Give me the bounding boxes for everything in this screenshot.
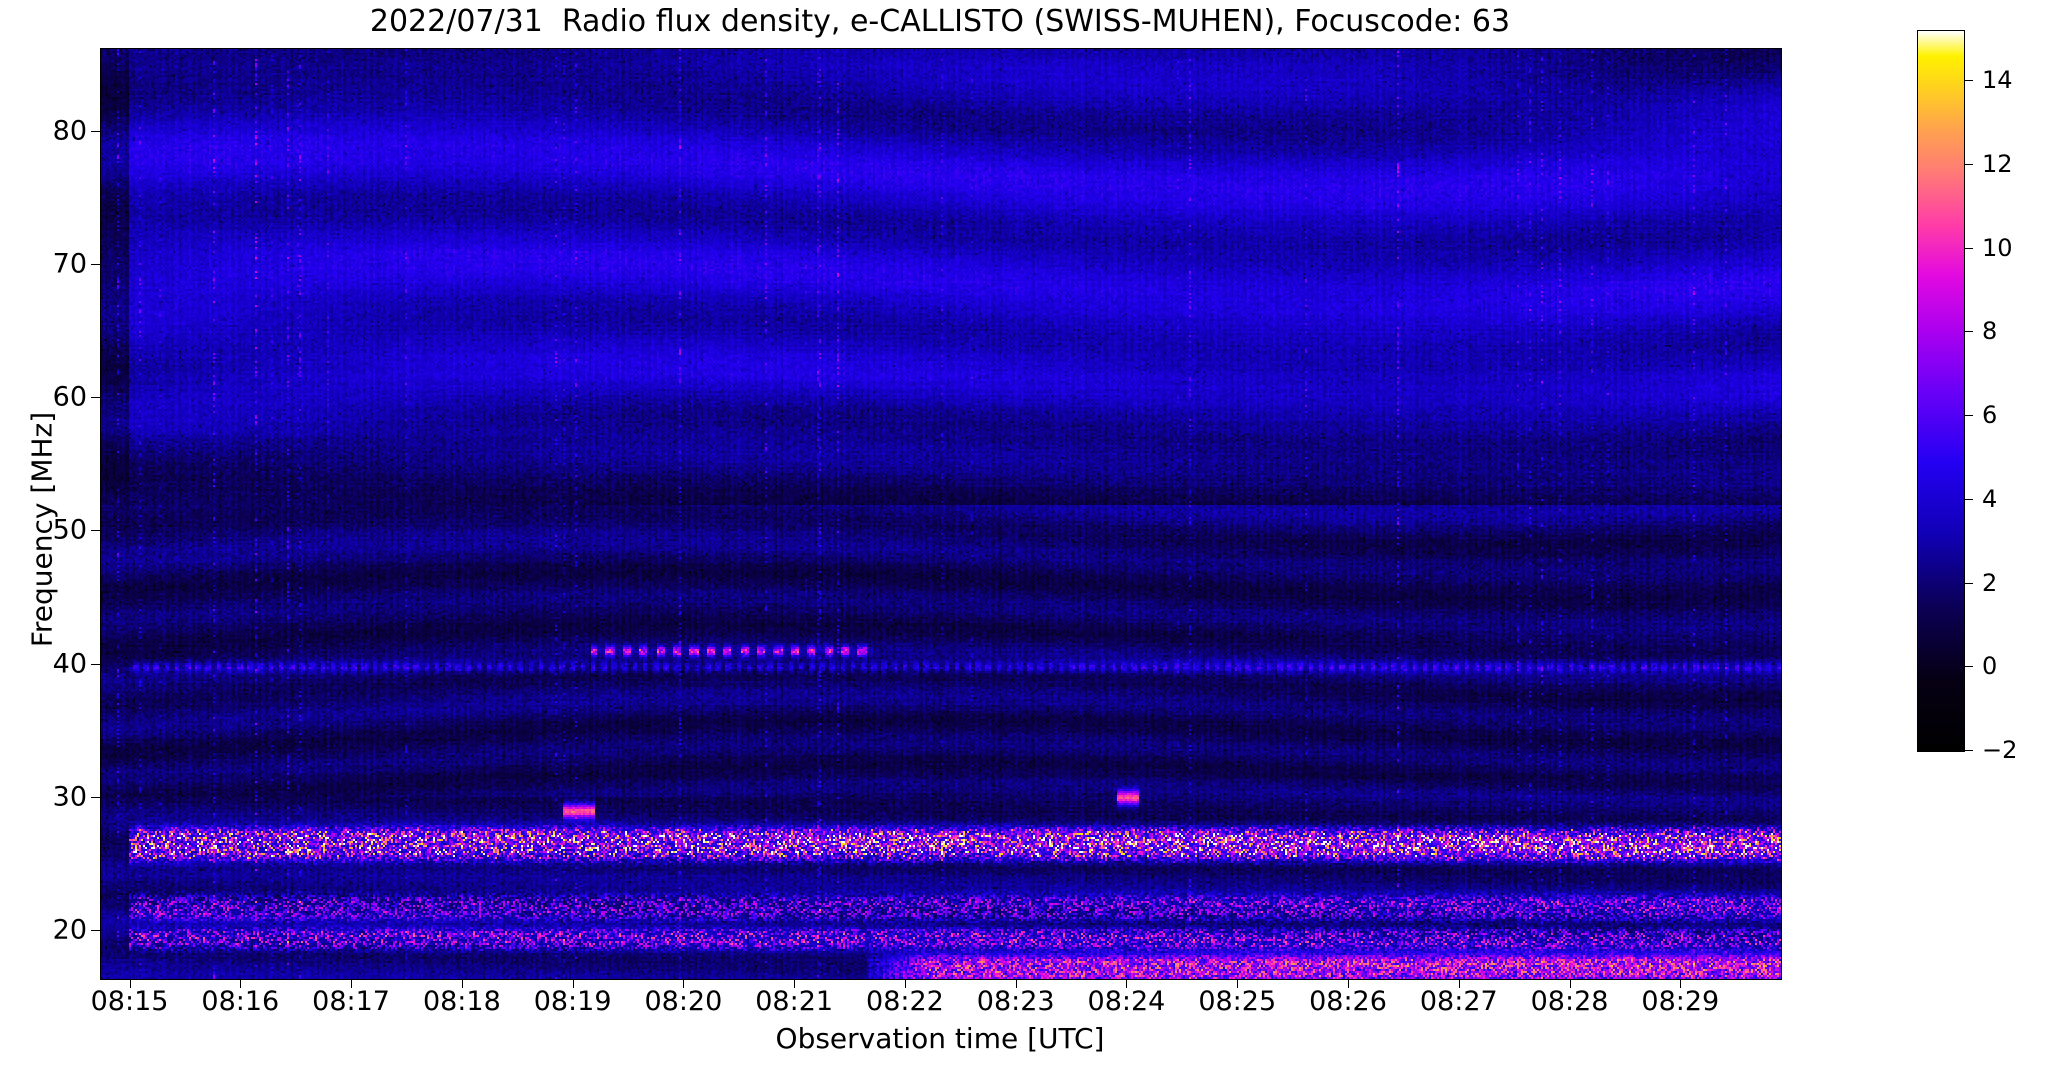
colorbar-tick-mark bbox=[1964, 415, 1973, 416]
x-tick-mark bbox=[573, 979, 574, 988]
y-tick-mark bbox=[91, 397, 100, 398]
y-tick-mark bbox=[91, 797, 100, 798]
colorbar-tick-label: 8 bbox=[1982, 317, 1998, 346]
x-tick-label: 08:26 bbox=[1309, 986, 1387, 1017]
y-tick-mark bbox=[91, 664, 100, 665]
x-tick-label: 08:22 bbox=[866, 986, 944, 1017]
colorbar-gradient bbox=[1918, 31, 1964, 751]
x-tick-label: 08:21 bbox=[755, 986, 834, 1017]
colorbar-tick-mark bbox=[1964, 80, 1973, 81]
x-tick-label: 08:15 bbox=[90, 986, 169, 1017]
y-tick-mark bbox=[91, 930, 100, 931]
colorbar-tick-label: 12 bbox=[1982, 149, 2013, 178]
colorbar-tick-mark bbox=[1964, 583, 1973, 584]
y-tick-mark bbox=[91, 264, 100, 265]
y-tick-label: 40 bbox=[52, 648, 87, 680]
x-tick-label: 08:25 bbox=[1198, 986, 1277, 1017]
colorbar-tick-mark bbox=[1964, 248, 1973, 249]
y-tick-mark bbox=[91, 131, 100, 132]
x-tick-mark bbox=[1459, 979, 1460, 988]
colorbar-tick-label: 2 bbox=[1982, 568, 1998, 597]
colorbar-tick-mark bbox=[1964, 499, 1973, 500]
x-tick-mark bbox=[1237, 979, 1238, 988]
colorbar-tick-mark bbox=[1964, 750, 1973, 751]
x-tick-label: 08:20 bbox=[644, 986, 723, 1017]
y-tick-label: 20 bbox=[52, 914, 87, 946]
colorbar-tick-mark bbox=[1964, 331, 1973, 332]
spectrogram-plot-area bbox=[100, 48, 1782, 980]
colorbar-tick-label: 10 bbox=[1982, 233, 2013, 262]
colorbar-tick-mark bbox=[1964, 666, 1973, 667]
x-tick-mark bbox=[794, 979, 795, 988]
x-tick-mark bbox=[130, 979, 131, 988]
x-tick-label: 08:16 bbox=[201, 986, 280, 1017]
x-tick-label: 08:17 bbox=[312, 986, 390, 1017]
colorbar-tick-label: 6 bbox=[1982, 401, 1998, 430]
colorbar-tick-label: −2 bbox=[1982, 736, 2018, 764]
x-tick-label: 08:27 bbox=[1419, 986, 1498, 1017]
y-tick-label: 70 bbox=[52, 248, 87, 280]
x-tick-mark bbox=[683, 979, 684, 988]
colorbar-tick-label: 0 bbox=[1982, 652, 1998, 681]
x-tick-mark bbox=[351, 979, 352, 988]
page-title: 2022/07/31 Radio flux density, e-CALLIST… bbox=[369, 4, 1511, 39]
x-tick-mark bbox=[1348, 979, 1349, 988]
x-tick-mark bbox=[240, 979, 241, 988]
x-tick-mark bbox=[1126, 979, 1127, 988]
y-tick-mark bbox=[91, 530, 100, 531]
x-tick-label: 08:28 bbox=[1530, 986, 1609, 1017]
spectrogram-image bbox=[101, 49, 1781, 979]
y-tick-label: 50 bbox=[52, 514, 87, 546]
x-tick-mark bbox=[462, 979, 463, 988]
x-tick-mark bbox=[1680, 979, 1681, 988]
x-tick-mark bbox=[905, 979, 906, 988]
x-tick-label: 08:18 bbox=[422, 986, 501, 1017]
colorbar bbox=[1917, 30, 1965, 752]
colorbar-tick-label: 14 bbox=[1982, 66, 2013, 95]
y-tick-label: 30 bbox=[52, 781, 87, 813]
x-tick-label: 08:29 bbox=[1641, 986, 1720, 1017]
x-tick-mark bbox=[1016, 979, 1017, 988]
x-tick-mark bbox=[1570, 979, 1571, 988]
y-tick-label: 60 bbox=[52, 381, 87, 413]
colorbar-tick-mark bbox=[1964, 164, 1973, 165]
x-axis-label: Observation time [UTC] bbox=[775, 1022, 1105, 1055]
colorbar-tick-label: 4 bbox=[1982, 484, 1998, 513]
y-tick-label: 80 bbox=[52, 115, 87, 147]
x-tick-label: 08:19 bbox=[533, 986, 612, 1017]
x-tick-label: 08:24 bbox=[1087, 986, 1166, 1017]
x-tick-label: 08:23 bbox=[976, 986, 1055, 1017]
